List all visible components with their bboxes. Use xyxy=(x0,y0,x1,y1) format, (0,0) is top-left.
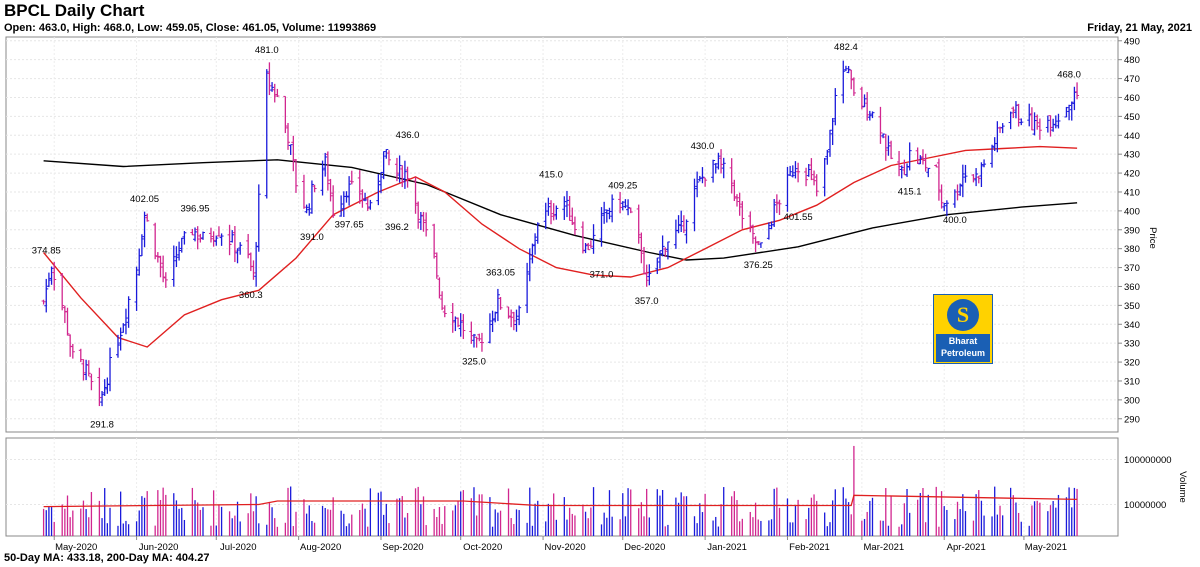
moving-average-summary: 50-Day MA: 433.18, 200-Day MA: 404.27 xyxy=(4,552,210,564)
month-tick-label: Nov-2020 xyxy=(544,542,585,553)
month-tick-label: Jan-2021 xyxy=(707,542,747,553)
month-tick-label: Jun-2020 xyxy=(139,542,179,553)
ma50-line xyxy=(43,145,1078,348)
volume-tick-label: 100000000 xyxy=(1124,455,1172,466)
price-tick-label: 340 xyxy=(1124,320,1140,331)
volume-tick-label: 10000000 xyxy=(1124,500,1166,511)
month-tick-label: Oct-2020 xyxy=(463,542,502,553)
price-annotation: 436.0 xyxy=(396,130,420,141)
month-tick-label: May-2021 xyxy=(1025,542,1067,553)
price-tick-label: 310 xyxy=(1124,376,1140,387)
price-tick-label: 290 xyxy=(1124,414,1140,425)
month-tick-label: Apr-2021 xyxy=(947,542,986,553)
price-tick-label: 300 xyxy=(1124,395,1140,406)
price-tick-label: 330 xyxy=(1124,339,1140,350)
price-annotation: 409.25 xyxy=(608,180,637,191)
price-tick-label: 350 xyxy=(1124,301,1140,312)
price-annotation: 482.4 xyxy=(834,42,858,53)
price-tick-label: 370 xyxy=(1124,263,1140,274)
price-tick-label: 400 xyxy=(1124,206,1140,217)
price-annotation: 400.0 xyxy=(943,215,967,226)
price-annotation: 415.1 xyxy=(898,186,922,197)
price-panel-frame xyxy=(5,36,1119,433)
month-tick-label: Aug-2020 xyxy=(300,542,341,553)
bharat-petroleum-logo: S Bharat Petroleum xyxy=(933,294,993,364)
price-tick-label: 390 xyxy=(1124,225,1140,236)
price-annotation: 291.8 xyxy=(90,419,114,430)
price-annotation: 391.0 xyxy=(300,232,324,243)
price-tick-label: 470 xyxy=(1124,74,1140,85)
logo-text: Bharat Petroleum xyxy=(936,334,990,362)
price-annotation: 402.05 xyxy=(130,194,159,205)
price-tick-label: 460 xyxy=(1124,93,1140,104)
ohlc-summary: Open: 463.0, High: 468.0, Low: 459.05, C… xyxy=(4,22,377,34)
price-annotation: 396.2 xyxy=(385,222,409,233)
price-tick-label: 410 xyxy=(1124,187,1140,198)
month-tick-label: Sep-2020 xyxy=(382,542,423,553)
chart-title: BPCL Daily Chart xyxy=(4,1,145,20)
price-tick-label: 420 xyxy=(1124,169,1140,180)
price-annotation: 481.0 xyxy=(255,45,279,56)
price-annotation: 371.0 xyxy=(590,270,614,281)
price-annotation: 363.05 xyxy=(486,268,515,279)
price-tick-label: 360 xyxy=(1124,282,1140,293)
logo-emblem-icon: S xyxy=(947,299,979,331)
price-tick-label: 440 xyxy=(1124,131,1140,142)
ma200-line xyxy=(43,159,1078,261)
volume-axis-label: Volume xyxy=(1177,471,1188,503)
price-tick-label: 430 xyxy=(1124,150,1140,161)
price-annotation: 357.0 xyxy=(635,296,659,307)
price-tick-label: 450 xyxy=(1124,112,1140,123)
price-annotation: 325.0 xyxy=(462,357,486,368)
volume-ma-line xyxy=(43,494,1078,508)
month-tick-label: May-2020 xyxy=(55,542,97,553)
price-annotation: 396.95 xyxy=(180,204,209,215)
month-tick-label: Jul-2020 xyxy=(220,542,256,553)
price-tick-label: 480 xyxy=(1124,55,1140,66)
month-tick-label: Mar-2021 xyxy=(864,542,905,553)
price-annotation: 430.0 xyxy=(691,141,715,152)
month-tick-label: Dec-2020 xyxy=(624,542,665,553)
month-tick-label: Feb-2021 xyxy=(789,542,830,553)
price-tick-label: 380 xyxy=(1124,244,1140,255)
price-annotation: 401.55 xyxy=(784,212,813,223)
price-tick-label: 320 xyxy=(1124,358,1140,369)
price-tick-label: 490 xyxy=(1124,36,1140,47)
price-axis-label: Price xyxy=(1147,227,1158,249)
price-annotation: 360.3 xyxy=(239,290,263,301)
chart-date: Friday, 21 May, 2021 xyxy=(1087,22,1192,34)
price-annotation: 415.0 xyxy=(539,170,563,181)
price-annotation: 376.25 xyxy=(744,260,773,271)
price-annotation: 374.85 xyxy=(32,245,61,256)
volume-panel-frame xyxy=(5,437,1119,537)
price-annotation: 468.0 xyxy=(1057,69,1081,80)
price-annotation: 397.65 xyxy=(335,219,364,230)
